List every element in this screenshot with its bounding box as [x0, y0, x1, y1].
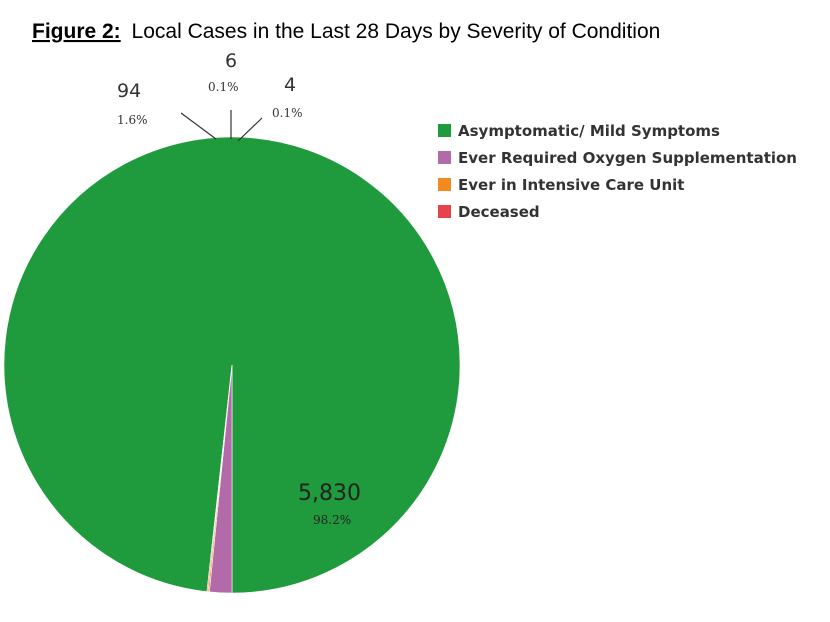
label-percent-mild: 98.2%: [313, 513, 351, 527]
legend-label-oxygen: Ever Required Oxygen Supplementation: [458, 149, 797, 167]
legend: Asymptomatic/ Mild Symptoms Ever Require…: [438, 122, 797, 221]
legend-swatch-oxygen: [438, 151, 451, 164]
label-value-mild: 5,830: [298, 481, 361, 506]
legend-label-icu: Ever in Intensive Care Unit: [458, 176, 684, 194]
pie-slice-deceased: [206, 364, 233, 593]
legend-swatch-deceased: [438, 205, 451, 218]
label-percent-icu: 0.1%: [208, 80, 239, 94]
legend-swatch-mild: [438, 124, 451, 137]
label-value-oxygen: 94: [117, 80, 141, 102]
label-value-deceased: 4: [284, 74, 296, 96]
legend-label-deceased: Deceased: [458, 203, 540, 221]
label-value-icu: 6: [225, 50, 237, 72]
chart-title: Local Cases in the Last 28 Days by Sever…: [132, 20, 661, 43]
label-percent-oxygen: 1.6%: [117, 113, 148, 127]
legend-swatch-icu: [438, 178, 451, 191]
legend-label-mild: Asymptomatic/ Mild Symptoms: [458, 122, 720, 140]
chart-title-prefix: Figure 2:: [32, 20, 121, 43]
chart-title-group: Figure 2: Local Cases in the Last 28 Day…: [32, 20, 660, 43]
label-percent-deceased: 0.1%: [272, 106, 303, 120]
pie-slices: [3, 136, 461, 594]
leader-line-deceased: [237, 117, 263, 142]
leader-line-oxygen: [180, 112, 217, 140]
